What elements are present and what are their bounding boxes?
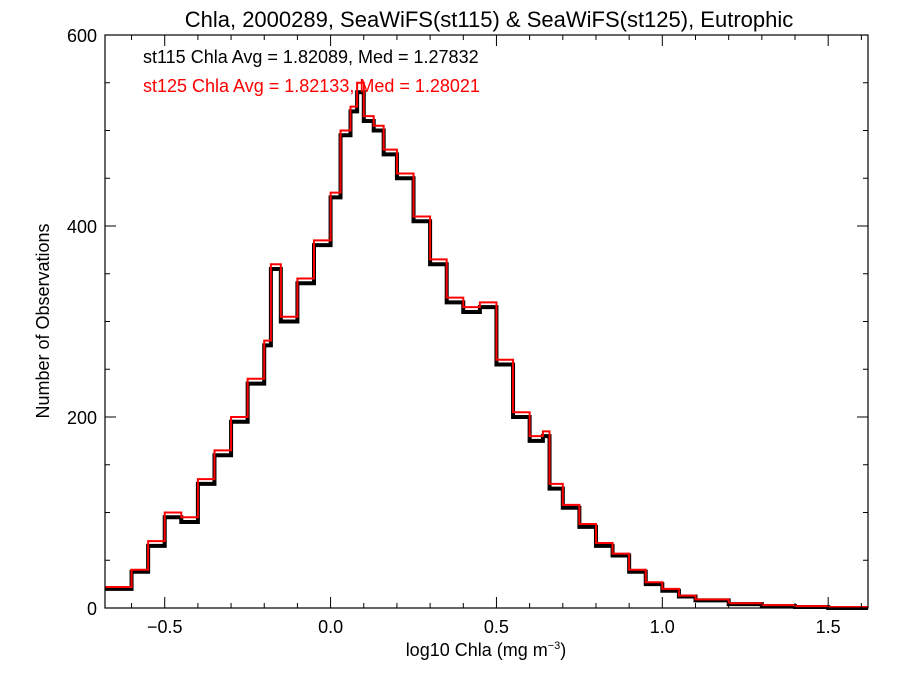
x-tick-label: 0.5 (484, 617, 509, 637)
tick-layer: −0.5 0.0 0.5 1.0 1.5 0 200 400 600 (67, 26, 868, 637)
series-line-1 (105, 90, 868, 610)
y-axis-label: Number of Observations (33, 223, 53, 418)
x-tick-label: −0.5 (147, 617, 183, 637)
x-tick-label: 1.5 (816, 617, 841, 637)
x-axis-label-superscript: −3 (548, 640, 561, 652)
y-tick-label: 200 (67, 408, 97, 428)
x-tick-label: 0.0 (318, 617, 343, 637)
x-axis-label-main: log10 Chla (mg m (406, 640, 548, 660)
annotation-st125: st125 Chla Avg = 1.82133, Med = 1.28021 (143, 76, 480, 96)
x-axis-label: log10 Chla (mg m−3) (406, 640, 567, 660)
chart-title: Chla, 2000289, SeaWiFS(st115) & SeaWiFS(… (185, 7, 794, 32)
annotation-st115: st115 Chla Avg = 1.82089, Med = 1.27832 (143, 47, 479, 67)
x-axis-label-close: ) (560, 640, 566, 660)
series-line-2 (105, 81, 868, 609)
y-tick-label: 400 (67, 217, 97, 237)
x-tick-label: 1.0 (650, 617, 675, 637)
y-tick-label: 600 (67, 26, 97, 46)
series-layer (105, 81, 868, 610)
y-tick-label: 0 (87, 599, 97, 619)
